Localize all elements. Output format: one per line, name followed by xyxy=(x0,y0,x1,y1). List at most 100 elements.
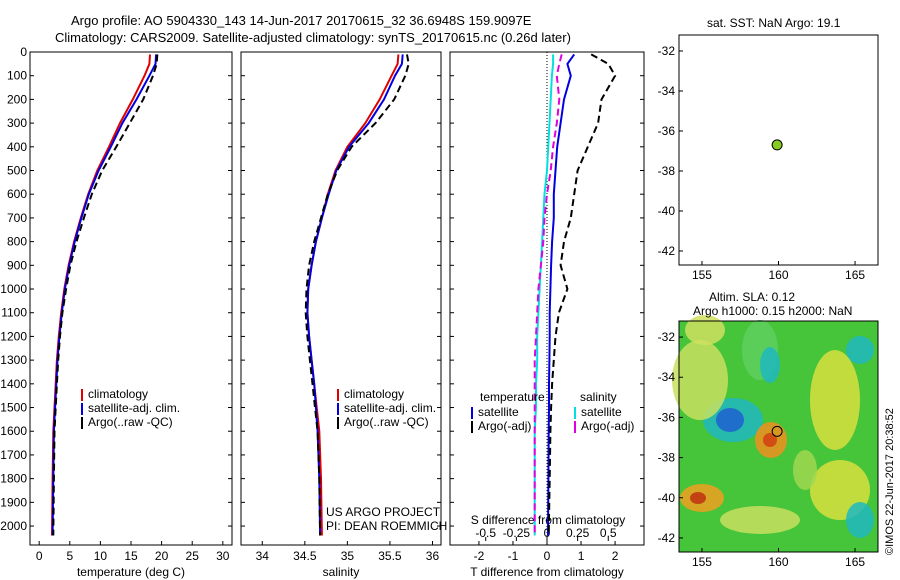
differences-xlabel: T difference from climatology xyxy=(470,565,624,579)
sdiff-tick-label: 0.5 xyxy=(600,526,617,540)
sla_map-ytick-label: -34 xyxy=(658,370,676,384)
depth-tick-label: 1200 xyxy=(0,329,27,343)
sst_map-xtick-label: 160 xyxy=(768,268,788,282)
temperature-xlabel: temperature (deg C) xyxy=(77,565,185,579)
sla-anomaly xyxy=(810,350,860,450)
legend-label-2: Argo(..raw -QC) xyxy=(344,415,429,429)
salinity-series-1 xyxy=(306,54,404,536)
sst-map-title: sat. SST: NaN Argo: 19.1 xyxy=(707,16,841,30)
sla-anomaly xyxy=(672,340,728,420)
depth-tick-label: 300 xyxy=(7,116,27,130)
depth-tick-label: 1800 xyxy=(0,472,27,486)
temperature-xtick-label: 0 xyxy=(36,549,43,563)
depth-tick-label: 100 xyxy=(7,69,27,83)
depth-tick-label: 600 xyxy=(7,187,27,201)
sst_map-ytick-label: -38 xyxy=(658,164,676,178)
pi-annotation: PI: DEAN ROEMMICH xyxy=(326,519,447,533)
sla-anomaly xyxy=(716,408,744,432)
depth-tick-label: 1000 xyxy=(0,282,27,296)
differences-xtick-label: -2 xyxy=(474,549,485,563)
sla-anomaly xyxy=(690,492,706,504)
float-position-marker xyxy=(771,139,783,151)
temperature-xtick-label: 10 xyxy=(94,549,108,563)
depth-tick-label: 800 xyxy=(7,235,27,249)
sla_map-ytick-label: -38 xyxy=(658,451,676,465)
depth-tick-label: 1700 xyxy=(0,448,27,462)
differences-xtick-label: -1 xyxy=(508,549,519,563)
sst_map-ytick-label: -40 xyxy=(658,204,676,218)
depth-tick-label: 700 xyxy=(7,211,27,225)
header-title-line1: Argo profile: AO 5904330_143 14-Jun-2017… xyxy=(71,13,532,28)
sst_map-xtick-label: 155 xyxy=(692,268,712,282)
legend-t-label-2: Argo(-adj) xyxy=(478,419,531,433)
depth-tick-label: 1900 xyxy=(0,495,27,509)
salinity-xtick-label: 34.5 xyxy=(293,549,317,563)
temperature-xtick-label: 30 xyxy=(216,549,230,563)
depth-tick-label: 1500 xyxy=(0,401,27,415)
differences-xtick-label: 2 xyxy=(612,549,619,563)
sla-anomaly xyxy=(846,502,874,538)
depth-tick-label: 1100 xyxy=(1,306,27,320)
salinity-xlabel: salinity xyxy=(323,565,360,579)
salinity-series-2 xyxy=(304,54,410,536)
sla_map-ytick-label: -42 xyxy=(658,531,676,545)
differences-series-3 xyxy=(533,54,563,536)
sla-anomaly xyxy=(760,347,780,383)
sst_map-ytick-label: -34 xyxy=(658,84,676,98)
sla-anomaly xyxy=(793,450,817,490)
legend-label-2: Argo(..raw -QC) xyxy=(88,415,173,429)
legend-label-0: climatology xyxy=(88,387,148,401)
sla-map-title-line1: Altim. SLA: 0.12 xyxy=(709,290,796,304)
sla-anomaly xyxy=(720,506,800,534)
sdiff-tick-label: 0.25 xyxy=(566,526,590,540)
differences-series-0 xyxy=(547,53,576,536)
sdiff-tick-label: -0.25 xyxy=(503,526,531,540)
depth-tick-label: 1300 xyxy=(0,353,27,367)
depth-tick-label: 400 xyxy=(7,140,27,154)
sla-anomaly xyxy=(763,433,777,447)
temperature-xtick-label: 5 xyxy=(66,549,73,563)
sst_map-ytick-label: -42 xyxy=(658,244,676,258)
depth-tick-label: 0 xyxy=(20,45,27,59)
depth-tick-label: 1400 xyxy=(0,377,27,391)
temperature-plot-frame xyxy=(29,51,233,546)
differences-xtick-label: 0 xyxy=(544,549,551,563)
differences-series-1 xyxy=(547,53,617,536)
depth-tick-label: 900 xyxy=(7,258,27,272)
legend-salinity-heading: salinity xyxy=(580,390,617,404)
legend-s-label-2: Argo(-adj) xyxy=(581,419,634,433)
temperature-xtick-label: 20 xyxy=(155,549,169,563)
salinity-plot-frame xyxy=(240,51,442,546)
sla-anomaly xyxy=(685,315,725,345)
depth-tick-label: 200 xyxy=(7,92,27,106)
depth-tick-label: 1600 xyxy=(0,424,27,438)
sst_map-ytick-label: -36 xyxy=(658,124,676,138)
salinity-xtick-label: 36 xyxy=(426,549,440,563)
legend-label-0: climatology xyxy=(344,387,404,401)
salinity-xtick-label: 35 xyxy=(341,549,355,563)
sla_map-xtick-label: 155 xyxy=(692,555,712,569)
legend-t-label-1: satellite xyxy=(478,405,519,419)
legend-temperature-heading: temperature xyxy=(480,390,545,404)
sdiff-tick-label: -0.5 xyxy=(475,526,496,540)
salinity-xtick-label: 34 xyxy=(256,549,270,563)
depth-tick-label: 500 xyxy=(7,164,27,178)
sla_map-ytick-label: -40 xyxy=(658,491,676,505)
sla-map-title-line2: Argo h1000: 0.15 h2000: NaN xyxy=(693,304,853,318)
sst_map-ytick-label: -32 xyxy=(658,44,676,58)
differences-xtick-label: 1 xyxy=(578,549,585,563)
temperature-series-2 xyxy=(52,54,159,536)
depth-tick-label: 2000 xyxy=(0,519,27,533)
temperature-xtick-label: 25 xyxy=(186,549,200,563)
salinity-xtick-label: 35.5 xyxy=(378,549,402,563)
sst_map-xtick-label: 165 xyxy=(845,268,865,282)
legend-s-label-1: satellite xyxy=(581,405,622,419)
sla-anomaly xyxy=(846,336,874,364)
header-title-line2: Climatology: CARS2009. Satellite-adjuste… xyxy=(55,30,571,45)
legend-label-1: satellite-adj. clim. xyxy=(344,401,436,415)
credit-stamp: ©IMOS 22-Jun-2017 20:38:52 xyxy=(884,408,896,555)
temperature-xtick-label: 15 xyxy=(124,549,138,563)
project-annotation: US ARGO PROJECT xyxy=(326,505,441,519)
float-position-marker xyxy=(771,425,783,437)
